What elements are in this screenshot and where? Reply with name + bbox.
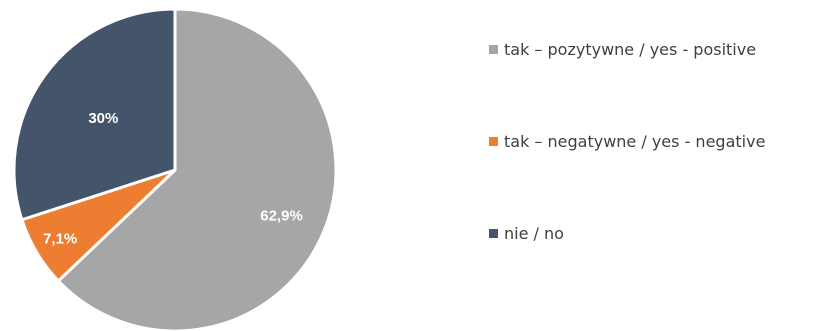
- pie-chart: 62,9% 7,1% 30%: [12, 7, 338, 331]
- pie-slices: [12, 7, 338, 331]
- pie-label-no: 30%: [88, 110, 118, 127]
- legend-label-no: nie / no: [504, 224, 564, 243]
- legend-label-yes-negative: tak – negatywne / yes - negative: [504, 132, 766, 151]
- legend-swatch-no: [489, 229, 498, 238]
- legend-label-yes-positive: tak – pozytywne / yes - positive: [504, 40, 757, 59]
- pie-label-yes-positive: 62,9%: [260, 208, 303, 225]
- legend-item-yes-positive: tak – pozytywne / yes - positive: [489, 40, 756, 59]
- legend-item-no: nie / no: [489, 224, 564, 243]
- pie-label-yes-negative: 7,1%: [43, 230, 77, 247]
- pie-slice-yes-positive: [56, 7, 338, 331]
- pie-slice-no: [12, 7, 177, 222]
- pie-data-labels: 62,9% 7,1% 30%: [43, 110, 303, 247]
- legend-swatch-yes-positive: [489, 45, 498, 54]
- legend-item-yes-negative: tak – negatywne / yes - negative: [489, 132, 765, 151]
- legend-swatch-yes-negative: [489, 137, 498, 146]
